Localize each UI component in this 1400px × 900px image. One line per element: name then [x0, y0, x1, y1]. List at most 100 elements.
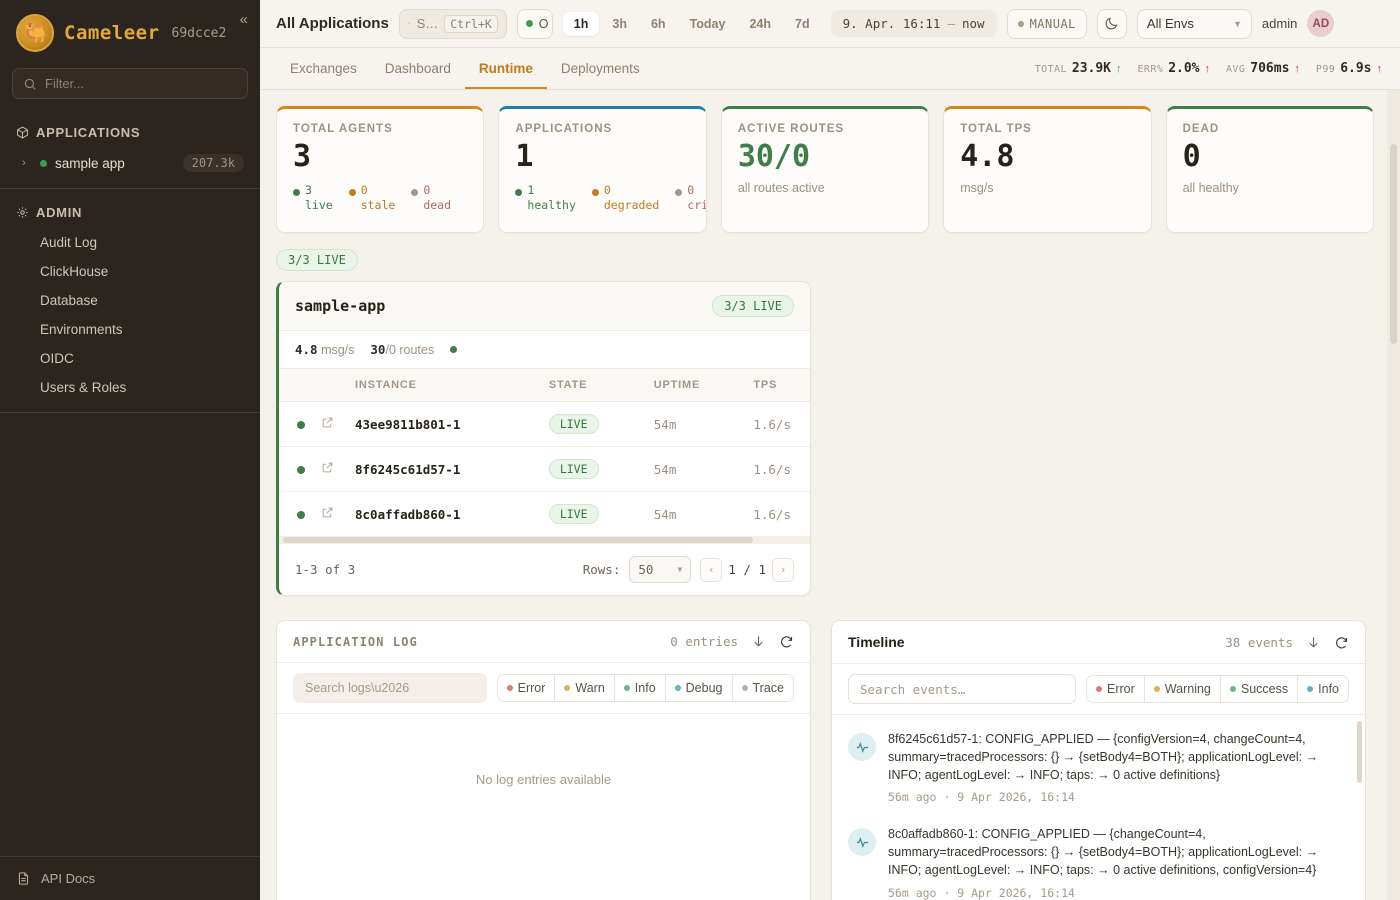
- page-scrollbar-track[interactable]: [1387, 90, 1400, 900]
- range-3h[interactable]: 3h: [601, 12, 638, 36]
- page-indicator: 1 / 1: [728, 562, 766, 577]
- page-scrollbar-thumb[interactable]: [1390, 144, 1397, 344]
- metric-avg-label: AVG: [1226, 64, 1246, 75]
- log-level-label: Error: [517, 681, 546, 695]
- table-row[interactable]: 8f6245c61d57-1 LIVE 54m 1.6/s 2.4% 3: [279, 446, 810, 492]
- global-search-input[interactable]: S… Ctrl+K: [398, 8, 507, 39]
- search-input[interactable]: Filter...: [12, 68, 248, 99]
- download-arrow-icon[interactable]: [751, 634, 766, 649]
- metric-total: TOTAL 23.9K ↑: [1035, 61, 1122, 76]
- external-link-icon: [322, 507, 333, 518]
- brand[interactable]: 🐫 Cameleer 69dcce2: [0, 0, 260, 64]
- absolute-range[interactable]: 9. Apr. 16:11 – now: [830, 10, 997, 37]
- list-item[interactable]: 8c0affadb860-1: CONFIG_APPLIED — {change…: [832, 814, 1365, 900]
- sidebar-item-environments[interactable]: Environments: [40, 322, 123, 337]
- prev-page-button[interactable]: ‹: [700, 557, 723, 582]
- timeline-search-input[interactable]: Search events…: [848, 674, 1077, 704]
- refresh-icon[interactable]: [779, 634, 794, 649]
- chevrons-left-icon[interactable]: «: [239, 11, 248, 28]
- log-level-warn[interactable]: Warn: [555, 675, 615, 701]
- kpi-title: TOTAL AGENTS: [293, 123, 393, 135]
- document-icon: [18, 872, 29, 885]
- refresh-mode-label: MANUAL: [1029, 16, 1076, 31]
- connection-status-chip[interactable]: O: [516, 8, 553, 39]
- bottom-panels: APPLICATION LOG 0 entries Search logs\u2…: [276, 620, 1374, 900]
- th-state: STATE: [540, 369, 646, 402]
- app-tps-value: 4.8: [295, 342, 318, 357]
- theme-toggle-button[interactable]: [1096, 8, 1127, 39]
- row-status: [279, 401, 313, 447]
- timeline-level-warning[interactable]: Warning: [1144, 676, 1221, 702]
- log-panel-actions: 0 entries: [670, 634, 794, 649]
- table-horizontal-scrollbar[interactable]: [279, 536, 810, 544]
- scrollbar-thumb[interactable]: [283, 537, 753, 543]
- app-tps-unit: msg/s: [321, 343, 355, 357]
- activity-pulse-icon: [848, 733, 876, 761]
- row-state: LIVE: [540, 446, 646, 492]
- api-docs-link[interactable]: API Docs: [0, 856, 260, 900]
- chevron-right-icon[interactable]: ›: [22, 157, 26, 169]
- timeline-level-info[interactable]: Info: [1298, 676, 1348, 702]
- log-level-error[interactable]: Error: [497, 675, 556, 701]
- table-header-row: INSTANCE STATE UPTIME TPS ERRORS H: [279, 369, 810, 402]
- sidebar-spacer: [0, 415, 260, 856]
- metric-errpct-label: ERR%: [1137, 64, 1164, 75]
- env-select[interactable]: All Envs ▼: [1136, 8, 1252, 39]
- range-separator: –: [947, 16, 955, 31]
- log-panel-header: APPLICATION LOG 0 entries: [277, 621, 810, 663]
- timeline-level-error[interactable]: Error: [1087, 676, 1145, 702]
- download-arrow-icon[interactable]: [1306, 635, 1321, 650]
- tab-deployments[interactable]: Deployments: [560, 61, 640, 76]
- row-tps: 1.6/s: [745, 446, 810, 492]
- tab-dashboard[interactable]: Dashboard: [384, 61, 451, 76]
- sidebar-item-oidc[interactable]: OIDC: [40, 351, 74, 366]
- log-search-input[interactable]: Search logs\u2026: [293, 673, 487, 703]
- content-scroll-area[interactable]: TOTAL AGENTS 3 3 live 0 stale: [260, 90, 1400, 900]
- next-page-button[interactable]: ›: [772, 557, 794, 582]
- instances-table-scroll[interactable]: INSTANCE STATE UPTIME TPS ERRORS H: [279, 369, 810, 536]
- log-panel-title: APPLICATION LOG: [293, 634, 418, 649]
- refresh-mode-chip[interactable]: MANUAL: [1006, 8, 1087, 39]
- tab-runtime[interactable]: Runtime: [464, 48, 547, 89]
- log-level-trace[interactable]: Trace: [732, 675, 793, 701]
- table-row[interactable]: 8c0affadb860-1 LIVE 54m 1.6/s 2.4% 4: [279, 492, 810, 537]
- level-dot: [506, 685, 513, 691]
- sidebar-item-sample-app[interactable]: › sample app 207.3k: [0, 148, 260, 178]
- table-row[interactable]: 43ee9811b801-1 LIVE 54m 1.6/s 2.4% 1: [279, 401, 810, 447]
- sidebar-item-database[interactable]: Database: [40, 293, 98, 308]
- sidebar-item-audit-log[interactable]: Audit Log: [40, 235, 98, 250]
- range-6h[interactable]: 6h: [640, 12, 677, 36]
- timeline-event-list[interactable]: 8f6245c61d57-1: CONFIG_APPLIED — {config…: [832, 715, 1365, 900]
- range-7d[interactable]: 7d: [784, 12, 821, 36]
- log-level-debug[interactable]: Debug: [665, 675, 733, 701]
- row-open-link[interactable]: [313, 401, 347, 447]
- tab-exchanges[interactable]: Exchanges: [290, 61, 357, 76]
- sidebar-item-clickhouse[interactable]: ClickHouse: [40, 264, 109, 279]
- range-24h[interactable]: 24h: [738, 12, 782, 36]
- page-title: All Applications: [276, 15, 389, 32]
- avatar[interactable]: AD: [1307, 10, 1335, 37]
- trend-up-icon: ↑: [1116, 63, 1122, 75]
- timeline-scrollbar-thumb[interactable]: [1357, 721, 1362, 783]
- level-dot: [623, 685, 630, 691]
- kpi-break-count: 0: [423, 182, 431, 197]
- metric-p99-value: 6.9s: [1340, 61, 1372, 76]
- chevron-down-icon: ▼: [677, 565, 683, 574]
- range-today[interactable]: Today: [679, 12, 737, 36]
- refresh-icon[interactable]: [1334, 635, 1349, 650]
- kpi-break-degraded: 0 degraded: [591, 183, 659, 214]
- log-level-info[interactable]: Info: [614, 675, 666, 701]
- kpi-title: TOTAL TPS: [960, 123, 1032, 135]
- rows-per-page-select[interactable]: 50 ▼: [629, 556, 692, 583]
- row-open-link[interactable]: [313, 446, 347, 492]
- range-1h[interactable]: 1h: [562, 11, 600, 36]
- search-icon: [24, 78, 36, 90]
- row-instance: 8f6245c61d57-1: [347, 446, 541, 492]
- event-meta: 56m ago · 9 Apr 2026, 16:14: [888, 885, 1075, 900]
- list-item[interactable]: 8f6245c61d57-1: CONFIG_APPLIED — {config…: [832, 719, 1365, 814]
- row-open-link[interactable]: [313, 492, 347, 537]
- level-dot: [1229, 686, 1236, 692]
- sidebar-item-users-roles[interactable]: Users & Roles: [40, 380, 127, 395]
- timeline-level-success[interactable]: Success: [1220, 676, 1299, 702]
